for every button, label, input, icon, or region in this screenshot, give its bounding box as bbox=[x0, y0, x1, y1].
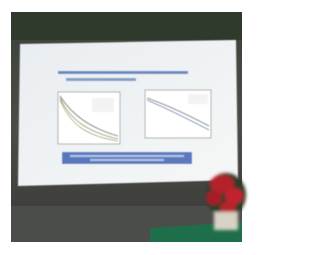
slide-title-line bbox=[66, 78, 136, 81]
projection-screen bbox=[18, 40, 238, 186]
conclusion-line bbox=[90, 159, 164, 161]
photo bbox=[0, 0, 253, 255]
right-plot bbox=[145, 90, 211, 138]
legend-box bbox=[188, 94, 208, 104]
conclusion-line bbox=[70, 155, 184, 157]
conclusion-band bbox=[62, 152, 192, 164]
slide-title-line bbox=[58, 71, 188, 74]
pot bbox=[214, 212, 238, 230]
left-plot bbox=[58, 92, 120, 144]
bract bbox=[206, 191, 222, 205]
bract bbox=[225, 188, 243, 204]
ceiling bbox=[11, 12, 242, 40]
legend-box bbox=[92, 98, 114, 112]
